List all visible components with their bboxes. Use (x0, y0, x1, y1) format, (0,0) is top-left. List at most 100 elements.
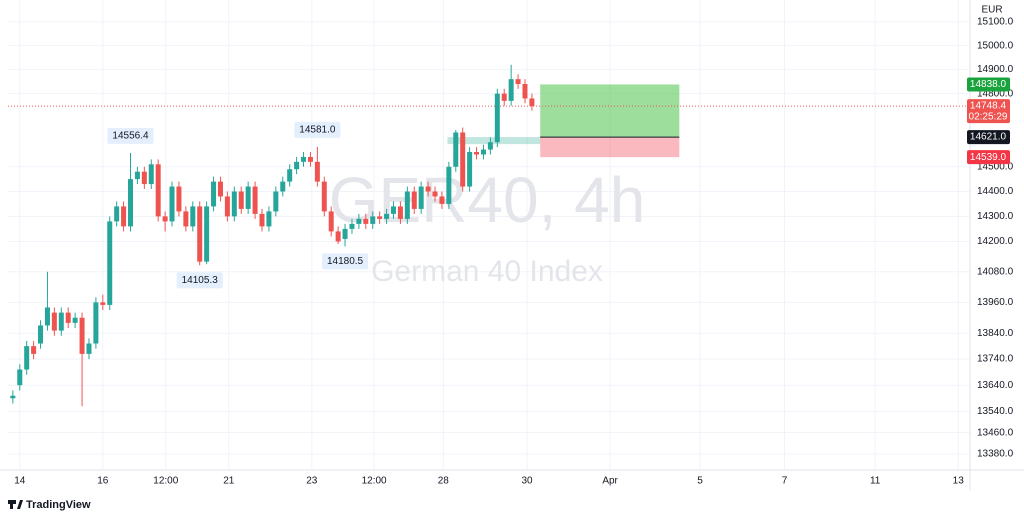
candle-body (515, 79, 521, 84)
y-tick-label: 14300.0 (977, 211, 1014, 222)
candle-body (93, 302, 99, 344)
candle-body (404, 191, 410, 219)
candle-body (425, 186, 431, 192)
candle-body (31, 346, 37, 354)
last-price-tag (967, 99, 1010, 124)
y-tick-label: 14080.0 (977, 266, 1014, 277)
y-tick-label: 14900.0 (977, 64, 1014, 75)
x-tick-label: 23 (306, 476, 318, 487)
annotation-box (294, 121, 341, 138)
candle-body (411, 191, 417, 209)
x-tick-label: 21 (223, 476, 235, 487)
candle-body (51, 312, 57, 331)
candle-body (446, 166, 452, 204)
candle-body (370, 216, 376, 224)
candle-body (487, 142, 493, 150)
annotation-label: 14581.0 (299, 125, 336, 136)
watermark-description: German 40 Index (371, 255, 603, 288)
candle-body (58, 312, 64, 331)
candle-body (197, 206, 203, 262)
candle-body (494, 93, 500, 143)
annotation-box (176, 272, 223, 289)
candle-body (134, 171, 140, 180)
candle-body (294, 161, 300, 170)
y-tick-label: 13960.0 (977, 297, 1014, 308)
y-tick-label: 13380.0 (977, 449, 1014, 460)
x-tick-label: 14 (14, 476, 26, 487)
x-tick-label: 12:00 (362, 476, 387, 487)
candle-body (432, 191, 438, 197)
x-tick-label: Apr (602, 476, 618, 487)
candle-body (38, 325, 44, 344)
candle-body (307, 156, 313, 162)
x-tick-label: 16 (97, 476, 109, 487)
candle-body (529, 98, 535, 107)
candle-body (397, 206, 403, 219)
candle-body (72, 317, 78, 323)
candle-body (24, 346, 30, 370)
x-tick-label: 7 (782, 476, 788, 487)
x-tick-label: 13 (953, 476, 965, 487)
candle-body (439, 196, 445, 204)
candle-body (121, 206, 127, 227)
y-tick-label: 13740.0 (977, 354, 1014, 365)
candle-body (418, 186, 424, 209)
logo: TradingView (8, 499, 91, 511)
candle-body (384, 213, 390, 219)
candle-body (280, 181, 286, 192)
y-tick-label: 14200.0 (977, 236, 1014, 247)
candle-body (474, 152, 480, 155)
x-tick-label: 30 (522, 476, 534, 487)
candle-body (273, 191, 279, 212)
candle-body (363, 218, 369, 224)
candle-body (321, 181, 327, 212)
candle-body (86, 343, 92, 354)
candle-body (480, 149, 486, 155)
candle-body (162, 216, 168, 222)
candle-body (467, 152, 473, 187)
candle-body (169, 186, 175, 222)
candle-body (328, 211, 334, 232)
price-tag-label: 14621.0 (970, 132, 1007, 143)
candle-body (127, 179, 133, 227)
candle-body (522, 83, 528, 99)
x-tick-label: 5 (697, 476, 703, 487)
candle-body (508, 79, 514, 101)
candle-body (204, 206, 210, 262)
candle-body (238, 191, 244, 209)
y-tick-label: 14500.0 (977, 161, 1014, 172)
grid (8, 0, 970, 470)
candle-body (335, 231, 341, 242)
target-zone (540, 84, 680, 138)
x-tick-label: 12:00 (153, 476, 178, 487)
candle-body (211, 181, 217, 207)
candle-body (287, 169, 293, 182)
ghost-entry (447, 137, 541, 145)
annotation-label: 14556.4 (112, 131, 149, 142)
candle-body (314, 161, 320, 182)
candle-body (107, 221, 113, 305)
last-price-label: 14748.4 (970, 101, 1007, 112)
watermark-symbol: GER40, 4h (329, 164, 646, 236)
candle-body (501, 93, 507, 101)
candle-body (356, 218, 362, 224)
price-tag (967, 77, 1010, 92)
candle-body (65, 312, 71, 323)
candle-body (148, 164, 154, 185)
price-tag-label: 14539.0 (970, 152, 1007, 163)
candle-body (252, 186, 258, 214)
candle-body (183, 211, 189, 227)
y-tick-label: 13540.0 (977, 406, 1014, 417)
candle-body (176, 186, 182, 212)
y-tick-label: 14800.0 (977, 88, 1014, 99)
candle-body (217, 181, 223, 197)
currency: EUR (981, 5, 1002, 16)
candle-body (10, 395, 16, 399)
y-tick-label: 13840.0 (977, 328, 1014, 339)
candle-body (141, 171, 147, 185)
candle-body (224, 196, 230, 217)
x-tick-label: 11 (870, 476, 881, 487)
candle-body (155, 164, 161, 217)
candle-body (377, 216, 383, 219)
